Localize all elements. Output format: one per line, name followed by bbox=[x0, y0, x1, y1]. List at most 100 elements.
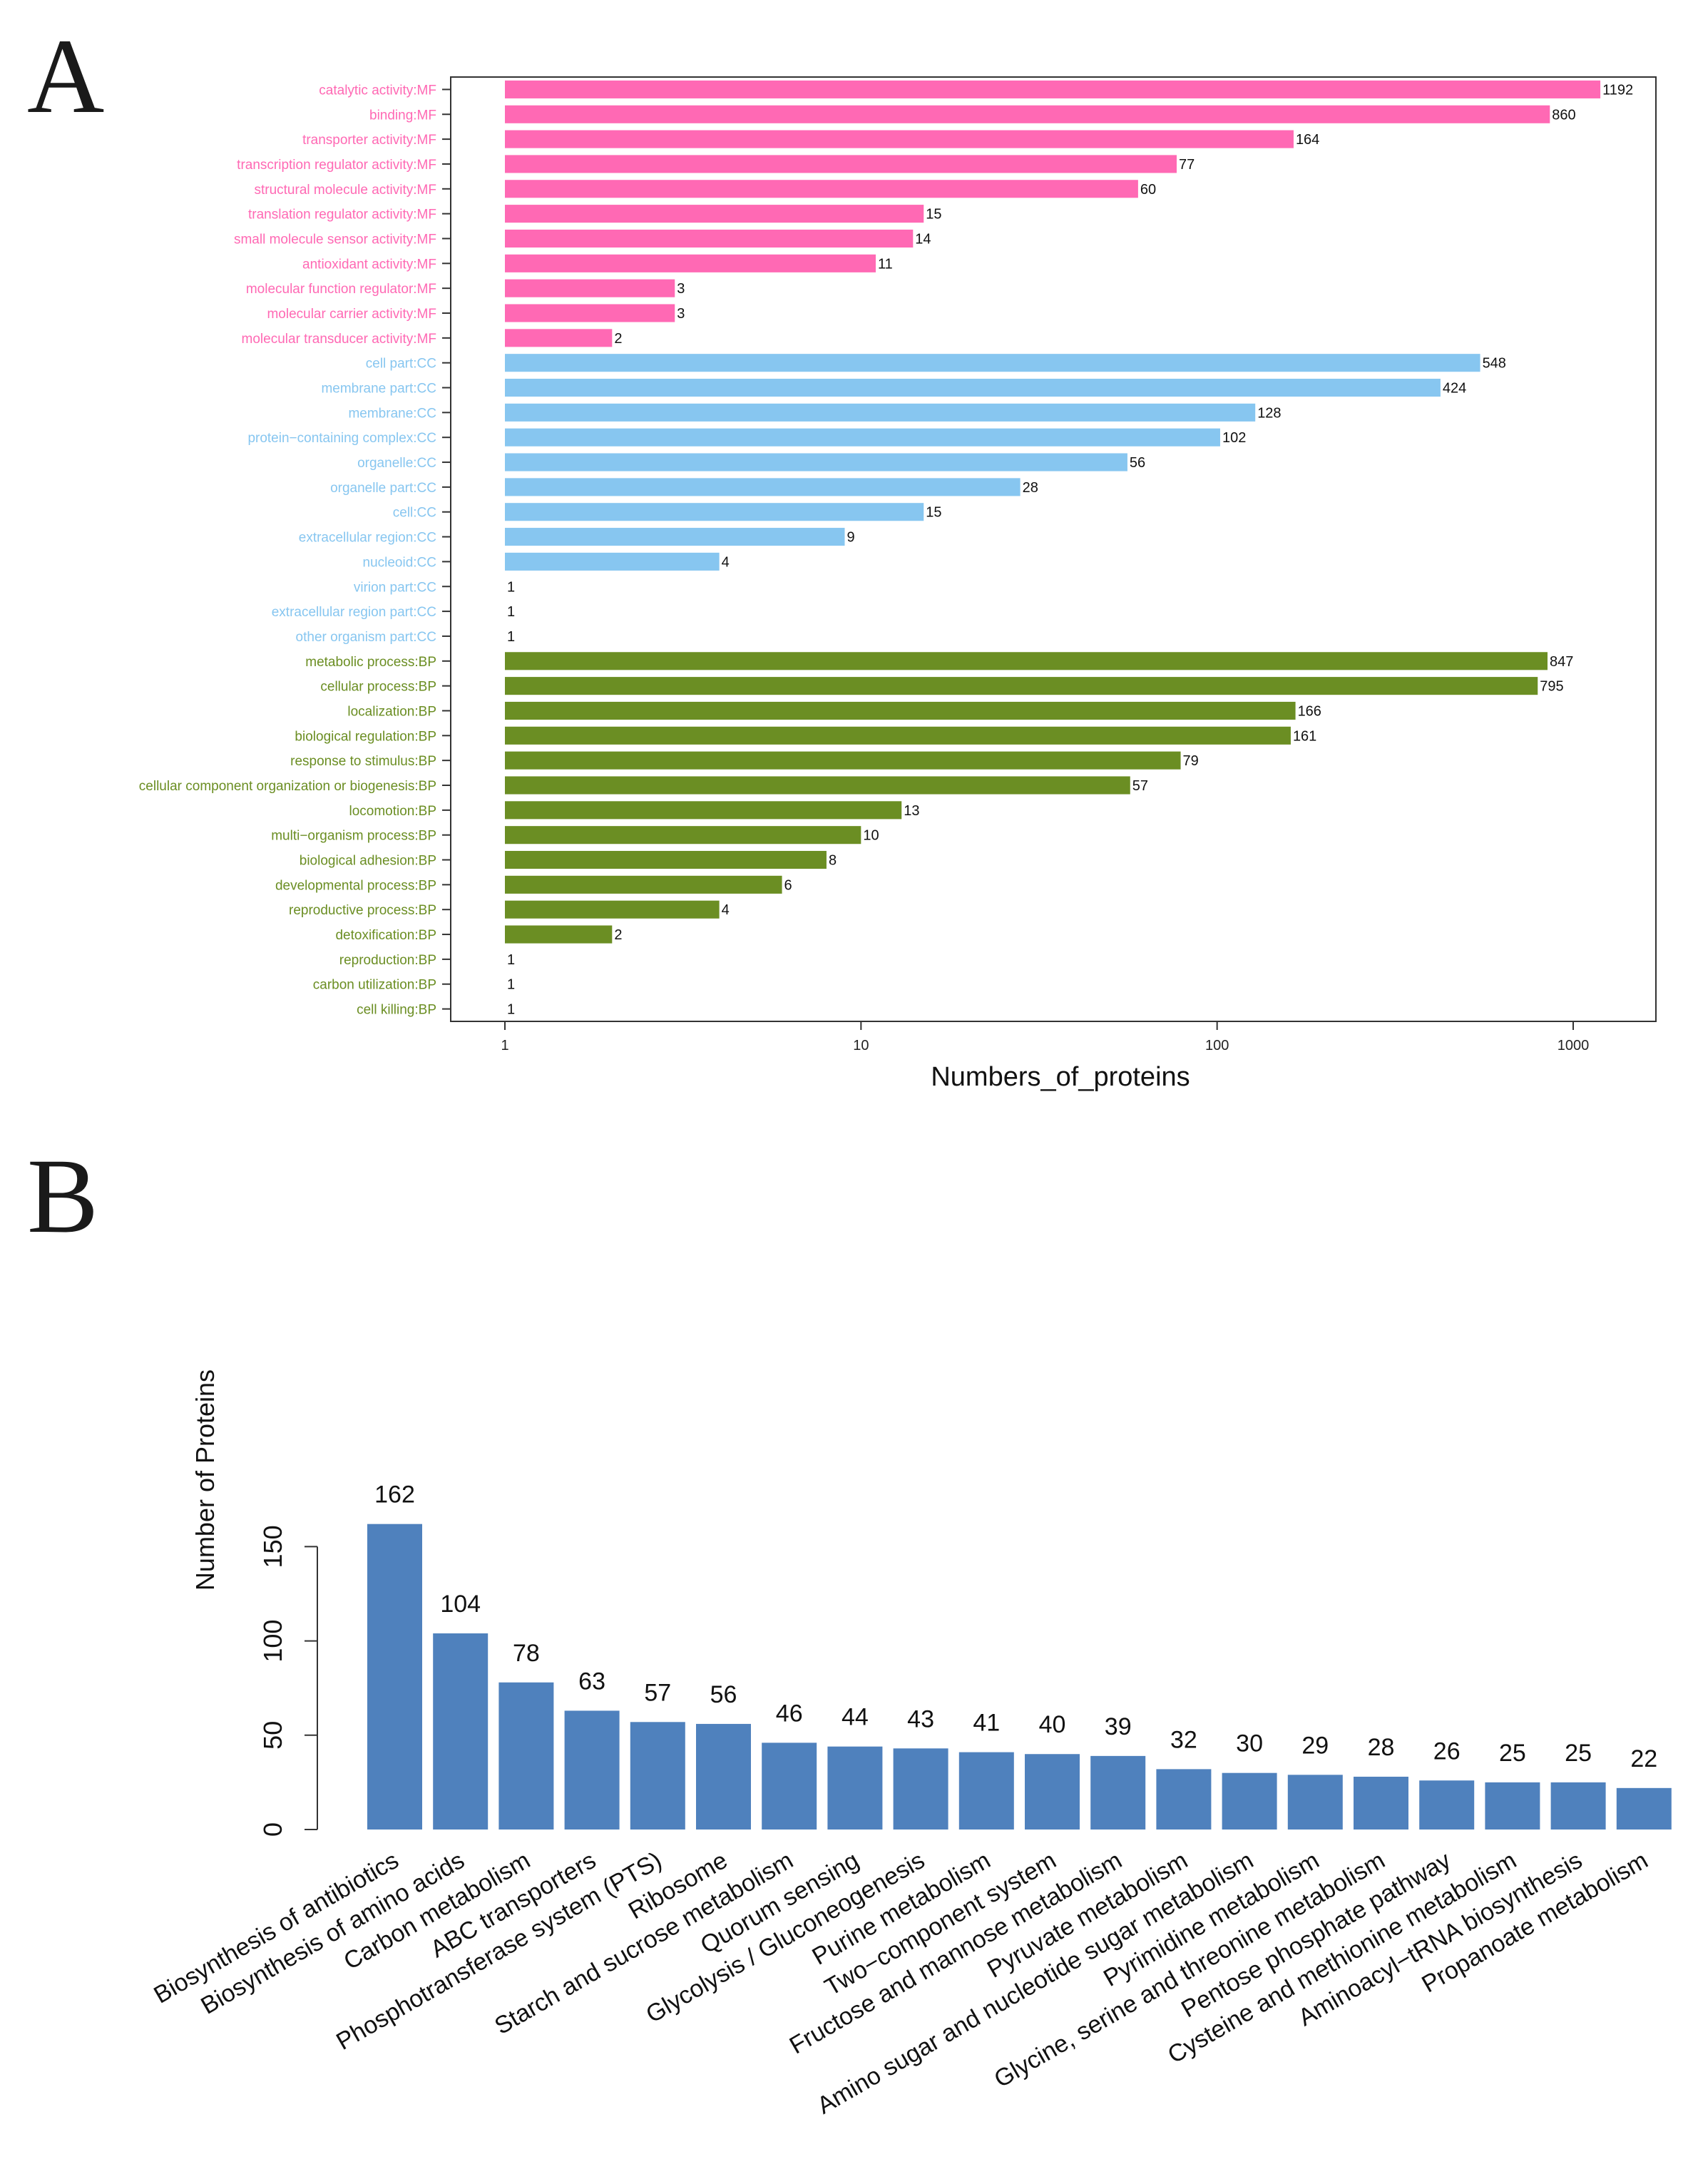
bar bbox=[505, 329, 613, 347]
category-label: cell part:CC bbox=[366, 357, 436, 372]
category-label: reproduction:BP bbox=[339, 953, 436, 968]
bar bbox=[505, 801, 902, 820]
bar bbox=[505, 378, 1441, 397]
bar bbox=[505, 354, 1480, 372]
category-label: cell killing:BP bbox=[357, 1003, 436, 1018]
category-label: transporter activity:MF bbox=[302, 133, 436, 148]
data-label: 162 bbox=[374, 1481, 415, 1509]
data-label: 166 bbox=[1298, 703, 1321, 719]
bar bbox=[1156, 1769, 1212, 1830]
data-label: 57 bbox=[1132, 778, 1148, 794]
bar bbox=[1616, 1787, 1672, 1830]
category-label: molecular carrier activity:MF bbox=[267, 307, 436, 322]
bar bbox=[505, 528, 845, 546]
bar bbox=[505, 155, 1177, 173]
data-label: 25 bbox=[1565, 1740, 1592, 1767]
x-tick-label: 10 bbox=[853, 1038, 869, 1053]
data-label: 1 bbox=[507, 977, 515, 993]
data-label: 795 bbox=[1540, 679, 1563, 695]
data-label: 15 bbox=[926, 207, 941, 223]
category-label: molecular transducer activity:MF bbox=[242, 332, 436, 347]
data-label: 1 bbox=[507, 952, 515, 968]
data-label: 9 bbox=[846, 530, 854, 546]
bar bbox=[1025, 1754, 1080, 1830]
data-label: 1192 bbox=[1602, 82, 1633, 98]
data-label: 56 bbox=[710, 1681, 737, 1708]
bar bbox=[505, 875, 782, 894]
y-tick-label: 150 bbox=[258, 1525, 287, 1568]
bar bbox=[505, 726, 1291, 745]
bar bbox=[505, 279, 675, 297]
category-label: membrane part:CC bbox=[321, 382, 436, 397]
bar bbox=[505, 751, 1181, 770]
bar bbox=[505, 503, 924, 521]
panel-label-b: B bbox=[27, 1137, 99, 1255]
data-label: 1 bbox=[507, 629, 515, 645]
bar bbox=[505, 453, 1127, 471]
bar bbox=[433, 1633, 489, 1830]
category-label: binding:MF bbox=[369, 108, 436, 123]
data-label: 29 bbox=[1301, 1732, 1329, 1759]
bar bbox=[505, 205, 924, 223]
data-label: 11 bbox=[878, 256, 893, 272]
bar bbox=[1090, 1755, 1146, 1830]
data-label: 6 bbox=[784, 877, 792, 893]
x-axis-title: Numbers_of_proteins bbox=[931, 1062, 1190, 1092]
bar bbox=[505, 826, 861, 844]
data-label: 13 bbox=[904, 803, 919, 819]
data-label: 847 bbox=[1550, 654, 1573, 670]
category-label: nucleoid:CC bbox=[363, 555, 437, 570]
bar bbox=[630, 1722, 685, 1830]
data-label: 56 bbox=[1130, 455, 1145, 471]
bar bbox=[505, 403, 1256, 422]
category-label: molecular function regulator:MF bbox=[246, 282, 436, 297]
bar bbox=[505, 80, 1601, 98]
data-label: 4 bbox=[722, 902, 730, 918]
data-label: 25 bbox=[1499, 1740, 1526, 1767]
bar bbox=[505, 677, 1538, 695]
bar bbox=[505, 428, 1220, 447]
bar bbox=[505, 552, 720, 571]
bar bbox=[505, 105, 1550, 123]
data-label: 10 bbox=[863, 828, 879, 844]
data-label: 104 bbox=[440, 1591, 481, 1618]
data-label: 15 bbox=[926, 505, 941, 521]
y-axis-title: Number of Proteins bbox=[190, 1369, 220, 1591]
bar bbox=[1419, 1780, 1475, 1830]
data-label: 44 bbox=[842, 1704, 869, 1731]
data-label: 128 bbox=[1257, 405, 1281, 421]
data-label: 40 bbox=[1039, 1711, 1066, 1738]
bar bbox=[505, 304, 675, 322]
y-tick-label: 0 bbox=[258, 1822, 287, 1837]
panel-label-a: A bbox=[27, 17, 105, 136]
data-label: 1 bbox=[507, 579, 515, 595]
category-label: structural molecule activity:MF bbox=[254, 183, 436, 198]
category-label: extracellular region:CC bbox=[299, 531, 436, 546]
x-tick-label: 1 bbox=[501, 1038, 508, 1053]
bar bbox=[827, 1746, 883, 1830]
data-label: 26 bbox=[1433, 1737, 1461, 1765]
category-label: response to stimulus:BP bbox=[290, 754, 436, 769]
bar bbox=[505, 900, 720, 919]
data-label: 1 bbox=[507, 1002, 515, 1018]
bar bbox=[696, 1723, 751, 1830]
data-label: 57 bbox=[644, 1679, 671, 1706]
category-label: cell:CC bbox=[393, 506, 436, 521]
data-label: 30 bbox=[1236, 1730, 1263, 1757]
data-label: 41 bbox=[973, 1710, 1000, 1737]
data-label: 164 bbox=[1296, 132, 1319, 148]
data-label: 424 bbox=[1443, 381, 1466, 397]
category-label: organelle part:CC bbox=[330, 481, 436, 496]
bar bbox=[893, 1748, 948, 1830]
bar bbox=[505, 701, 1296, 720]
category-label: translation regulator activity:MF bbox=[248, 208, 436, 223]
data-label: 161 bbox=[1293, 728, 1316, 744]
data-label: 32 bbox=[1170, 1726, 1197, 1753]
bar bbox=[1354, 1776, 1408, 1830]
bar bbox=[505, 776, 1130, 795]
bar bbox=[498, 1682, 554, 1830]
data-label: 60 bbox=[1140, 182, 1156, 198]
category-label: catalytic activity:MF bbox=[319, 83, 436, 98]
data-label: 79 bbox=[1183, 753, 1199, 769]
